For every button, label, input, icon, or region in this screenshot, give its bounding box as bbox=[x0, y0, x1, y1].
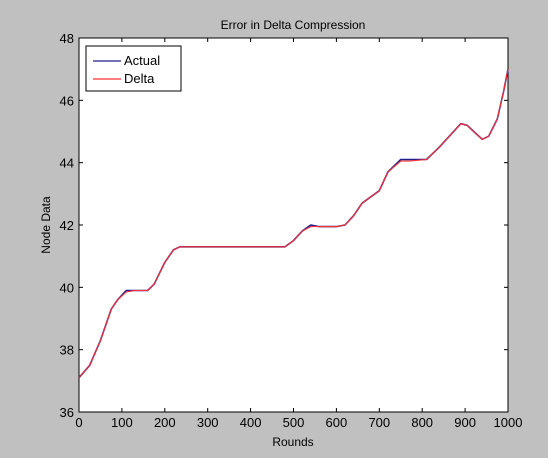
y-tick-label: 36 bbox=[60, 405, 74, 420]
x-tick-label: 300 bbox=[197, 415, 219, 430]
series-line-delta bbox=[78, 69, 509, 379]
y-tick-label: 48 bbox=[60, 31, 74, 46]
x-tick-label: 1000 bbox=[494, 415, 523, 430]
y-tick-label: 46 bbox=[60, 93, 74, 108]
x-tick-label: 500 bbox=[283, 415, 305, 430]
chart-title: Error in Delta Compression bbox=[221, 18, 366, 32]
legend-label-delta: Delta bbox=[124, 71, 155, 86]
y-tick-label: 38 bbox=[60, 343, 74, 358]
x-tick-label: 400 bbox=[240, 415, 262, 430]
x-tick-label: 900 bbox=[454, 415, 476, 430]
legend-box bbox=[85, 45, 182, 92]
y-axis-label: Node Data bbox=[39, 196, 53, 254]
x-tick-label: 800 bbox=[411, 415, 433, 430]
x-tick-label: 700 bbox=[368, 415, 390, 430]
y-tick-label: 44 bbox=[60, 156, 74, 171]
plot-area bbox=[78, 37, 509, 413]
legend: Actual Delta bbox=[85, 45, 182, 92]
y-tick-label: 42 bbox=[60, 218, 74, 233]
legend-label-actual: Actual bbox=[124, 53, 160, 68]
tick-layer: 0 100 200 300 400 500 600 700 800 900 1000 36 38 40 42… bbox=[60, 31, 523, 430]
x-tick-label: 100 bbox=[111, 415, 133, 430]
x-tick-label: 200 bbox=[154, 415, 176, 430]
y-tick-label: 40 bbox=[60, 280, 74, 295]
x-tick-label: 600 bbox=[326, 415, 348, 430]
x-axis-label: Rounds bbox=[272, 435, 313, 449]
series-layer bbox=[78, 69, 509, 379]
x-tick-label: 0 bbox=[75, 415, 82, 430]
